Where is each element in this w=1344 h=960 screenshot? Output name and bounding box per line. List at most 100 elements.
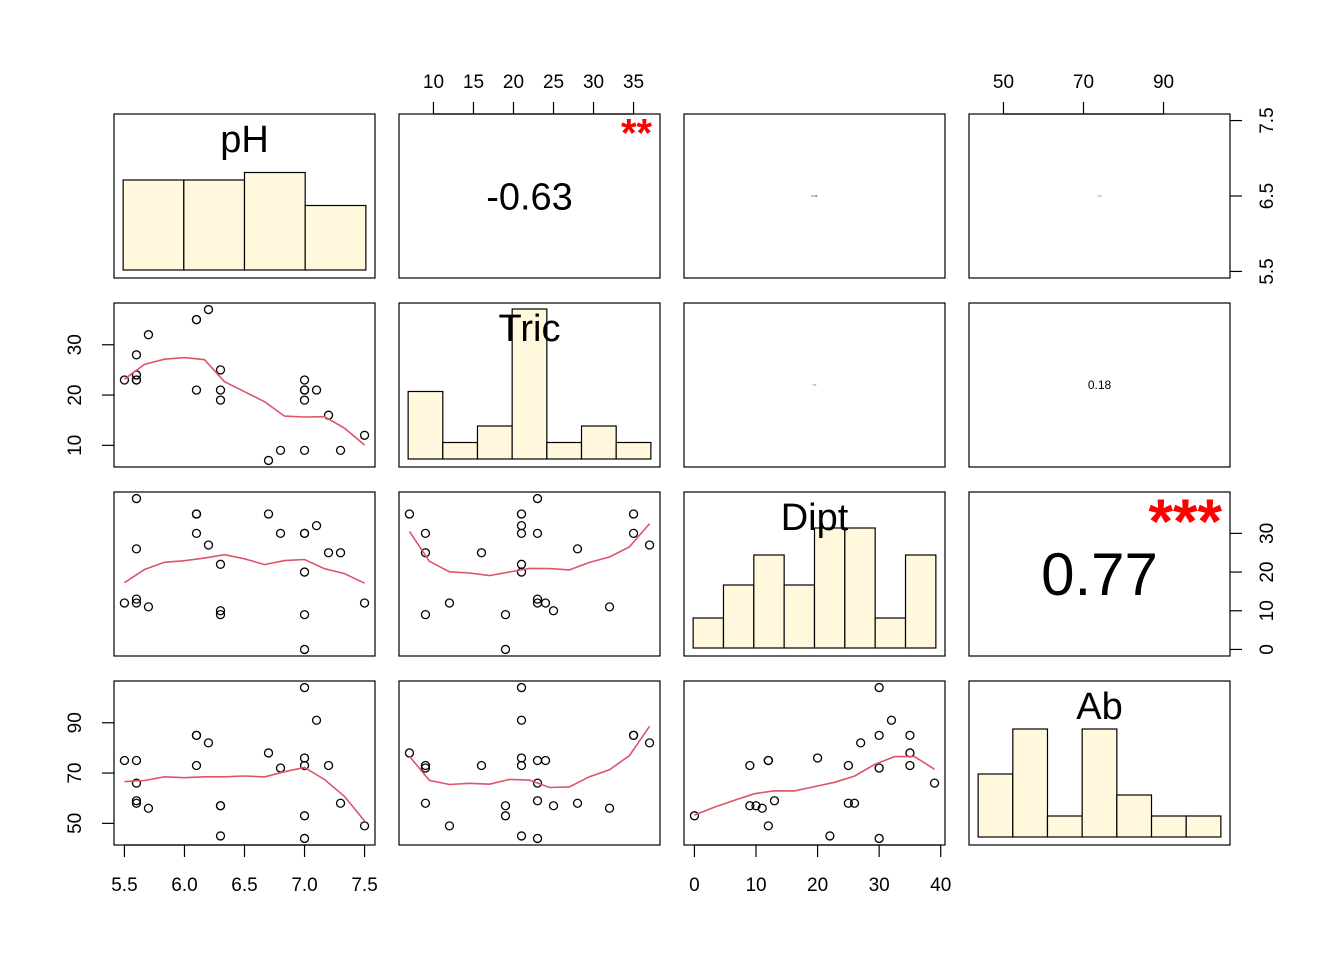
x-tick-label: 25 xyxy=(543,72,564,93)
scatter-point xyxy=(532,594,543,604)
scatter-point xyxy=(874,682,884,693)
scatter-point xyxy=(215,801,226,811)
scatter-point xyxy=(299,445,310,456)
scatter-point xyxy=(335,798,346,808)
scatter-point xyxy=(143,803,154,813)
scatter-point xyxy=(359,821,370,831)
scatter-point xyxy=(476,548,487,558)
panel-frame xyxy=(113,113,376,279)
panel-pH-Dipt: 0.05 xyxy=(683,113,946,279)
hist-bar xyxy=(511,308,548,460)
scatter-point xyxy=(119,598,130,608)
y-axis-right-Dipt: 0 10 20 30 xyxy=(1230,523,1278,655)
correlation-value: 0.77 xyxy=(1041,541,1158,608)
x-tick-label: 7.0 xyxy=(291,875,317,896)
scatter-point xyxy=(500,644,511,655)
y-tick-label: 6.5 xyxy=(1257,183,1278,209)
scatter-point xyxy=(540,755,551,766)
scatter-point xyxy=(532,833,543,844)
scatter-point xyxy=(905,748,915,758)
hist-bar xyxy=(692,617,725,649)
panel-frame xyxy=(398,491,661,657)
scatter-point xyxy=(572,798,583,808)
panel-pH-Ab: 0.02 xyxy=(968,113,1231,279)
y-tick-label: 7.5 xyxy=(1257,107,1278,133)
x-tick-label: 40 xyxy=(930,875,951,896)
hist-bar xyxy=(1046,815,1083,838)
x-tick-label: 30 xyxy=(583,72,604,93)
scatter-point xyxy=(444,821,455,831)
scatter-point xyxy=(532,528,543,539)
scatter-point xyxy=(516,509,527,519)
scatter-point xyxy=(299,609,310,620)
scatter-point xyxy=(299,567,310,577)
axes-layer: 5.5 6.0 6.5 7.0 7.5 10 15 20 25 30 35 0 10 20 30 40 50 70… xyxy=(65,72,1278,896)
scatter-point xyxy=(131,598,142,608)
scatter-point xyxy=(843,798,854,808)
scatter-point xyxy=(143,330,154,340)
scatter-point xyxy=(420,528,431,539)
scatter-point xyxy=(299,833,310,844)
scatter-point xyxy=(335,548,346,558)
scatter-point xyxy=(215,385,226,395)
scatter-point xyxy=(874,730,884,740)
x-tick-label: 15 xyxy=(463,72,484,93)
scatter-point xyxy=(628,509,639,519)
smooth-line xyxy=(124,766,366,822)
panels-layer: pH -0.63 ** 0.05 0.02 Tric 0.01 0.18 Dipt 0.77***… xyxy=(113,111,1231,846)
panel-Ab-pH xyxy=(113,680,376,846)
scatter-point xyxy=(500,801,511,811)
y-tick-label: 5.5 xyxy=(1257,258,1278,284)
scatter-point xyxy=(516,528,527,539)
hist-bar xyxy=(1081,728,1118,838)
x-tick-label: 10 xyxy=(423,72,444,93)
x-tick-label: 5.5 xyxy=(111,875,137,896)
x-tick-label: 20 xyxy=(807,875,828,896)
scatter-point xyxy=(420,760,431,771)
scatter-point xyxy=(604,803,615,813)
scatter-point xyxy=(516,520,527,531)
correlation-value: 0.01 xyxy=(813,385,818,387)
scatter-point xyxy=(119,755,130,766)
scatter-point xyxy=(516,567,527,577)
scatter-point xyxy=(311,385,322,395)
scatter-point xyxy=(420,798,431,808)
diag-label: pH xyxy=(220,119,269,161)
scatter-point xyxy=(263,509,274,519)
x-tick-label: 50 xyxy=(993,72,1014,93)
scatter-point xyxy=(763,821,773,831)
scatter-point xyxy=(763,755,773,766)
scatter-point xyxy=(532,778,543,788)
scatter-point xyxy=(886,715,897,725)
x-tick-label: 30 xyxy=(869,875,890,896)
scatter-point xyxy=(532,493,543,504)
scatter-point xyxy=(769,796,780,806)
y-tick-label: 20 xyxy=(1257,561,1278,582)
correlation-value: 0.18 xyxy=(1088,378,1112,392)
scatter-point xyxy=(191,760,202,771)
scatter-point xyxy=(540,598,551,608)
y-tick-label: 10 xyxy=(1257,600,1278,621)
scatter-point xyxy=(215,395,226,405)
scatter-point xyxy=(299,395,310,405)
hist-bar xyxy=(1012,728,1049,838)
scatter-point xyxy=(299,644,310,655)
hist-bar xyxy=(904,554,937,649)
scatter-point xyxy=(131,778,142,788)
scatter-point xyxy=(131,798,142,808)
scatter-point xyxy=(215,831,226,841)
scatter-point xyxy=(323,548,334,558)
scatter-point xyxy=(215,606,226,616)
panel-Dipt-Ab: 0.77*** xyxy=(968,487,1231,657)
panel-Ab-Tric xyxy=(398,680,661,846)
scatter-point xyxy=(299,760,310,771)
scatter-point xyxy=(689,811,700,821)
hist-bar xyxy=(183,179,246,271)
scatter-point xyxy=(905,730,915,740)
y-tick-label: 70 xyxy=(65,762,86,783)
scatter-point xyxy=(131,350,142,360)
hist-bar xyxy=(615,441,652,460)
x-tick-label: 7.5 xyxy=(351,875,377,896)
scatter-point xyxy=(263,455,274,466)
